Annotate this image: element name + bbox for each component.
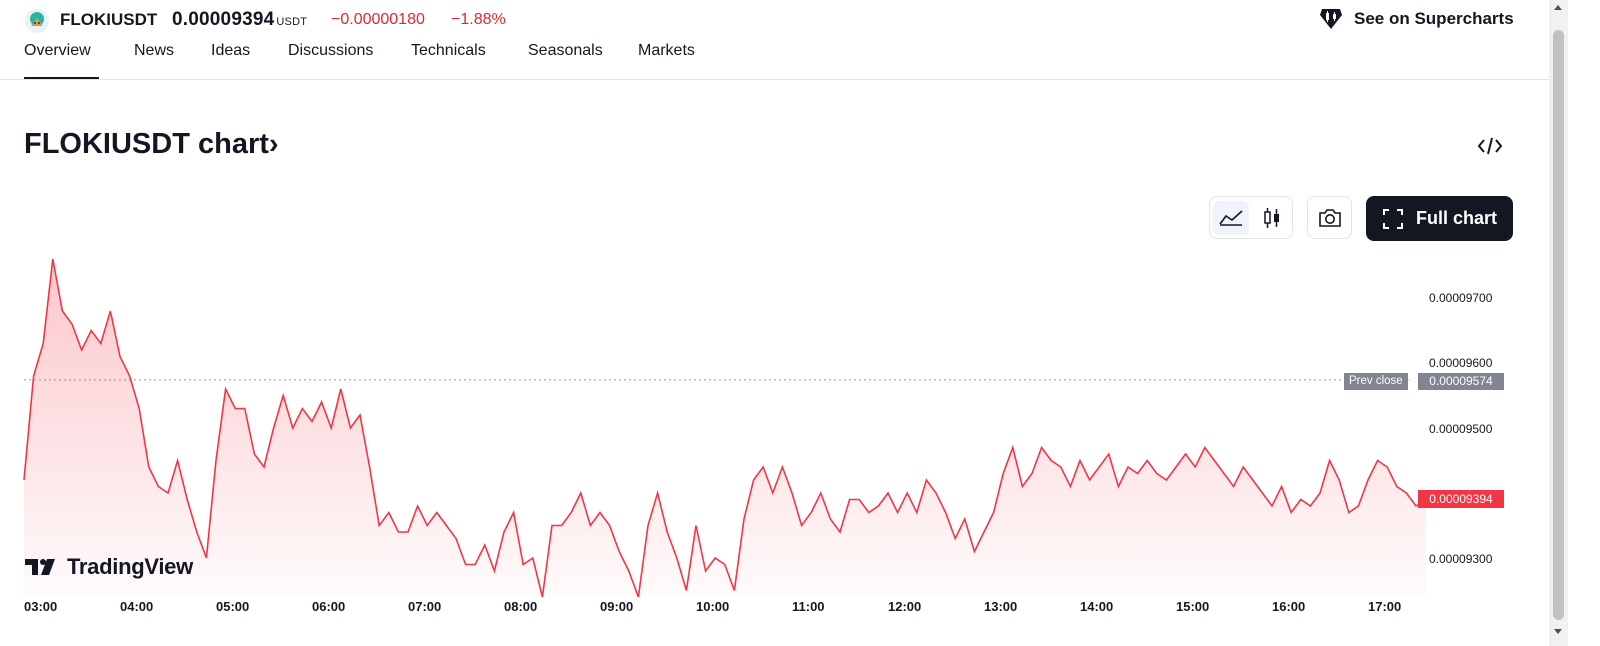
price-change-percent: −1.88%	[451, 11, 506, 28]
time-axis-label: 11:00	[792, 599, 825, 614]
price-line	[23, 258, 1427, 598]
area-chart-icon	[1219, 210, 1243, 226]
price-axis-label: 0.00009300	[1429, 552, 1493, 566]
tab-technicals[interactable]: Technicals	[411, 42, 486, 59]
floki-logo-icon	[24, 8, 50, 34]
time-axis-label: 13:00	[984, 599, 1018, 614]
chart-style-toggle	[1209, 196, 1293, 239]
symbol-name: FLOKIUSDT	[60, 10, 158, 29]
time-axis-label: 03:00	[24, 599, 58, 614]
current-price: 0.00009394 USDT	[172, 9, 308, 30]
tab-discussions[interactable]: Discussions	[288, 42, 374, 59]
scroll-down-arrow-icon[interactable]	[1554, 629, 1562, 634]
camera-icon	[1318, 208, 1341, 227]
tab-overview[interactable]: Overview	[24, 42, 91, 59]
time-axis-label: 17:00	[1368, 599, 1402, 614]
price-change: −0.00000180	[331, 11, 425, 28]
chevron-right-icon: ›	[268, 128, 279, 160]
active-tab-indicator	[24, 77, 99, 79]
supercharts-icon	[1320, 9, 1342, 29]
time-axis-label: 06:00	[312, 599, 346, 614]
price-axis-label: 0.00009500	[1429, 422, 1493, 436]
tradingview-wordmark: TradingView	[67, 554, 193, 579]
candle-style-button[interactable]	[1254, 201, 1290, 235]
tab-markets[interactable]: Markets	[638, 42, 695, 59]
snapshot-button[interactable]	[1307, 196, 1352, 239]
time-axis-label: 14:00	[1080, 599, 1114, 614]
price-area-fill	[24, 259, 1426, 597]
time-axis-label: 12:00	[888, 599, 922, 614]
full-chart-label: Full chart	[1415, 208, 1497, 228]
scroll-up-arrow-icon[interactable]	[1554, 5, 1562, 10]
tab-seasonals[interactable]: Seasonals	[528, 42, 603, 59]
last-price-tag: 0.00009394	[1418, 490, 1504, 508]
price-axis-label: 0.00009600	[1429, 356, 1493, 370]
symbol-header: FLOKIUSDT 0.00009394 USDT −0.00000180 −1.…	[0, 0, 1549, 40]
time-axis-label: 09:00	[600, 599, 634, 614]
tab-bar: Overview News Ideas Discussions Technica…	[0, 40, 1549, 80]
tradingview-logo: TradingView	[25, 554, 193, 580]
area-style-button[interactable]	[1213, 201, 1249, 235]
candlestick-icon	[1264, 208, 1279, 228]
code-icon	[1477, 137, 1503, 155]
tab-news[interactable]: News	[134, 42, 175, 59]
time-axis-label: 08:00	[504, 599, 538, 614]
price-chart[interactable]	[0, 250, 1549, 600]
prev-close-tag: Prev close	[1344, 373, 1408, 390]
time-axis-label: 04:00	[120, 599, 154, 614]
time-axis-label: 07:00	[408, 599, 442, 614]
prev-close-value: 0.00009574	[1418, 373, 1504, 390]
time-axis-label: 15:00	[1176, 599, 1210, 614]
supercharts-label: See on Supercharts	[1354, 9, 1514, 28]
fullscreen-icon	[1382, 208, 1403, 229]
tab-ideas[interactable]: Ideas	[211, 42, 251, 59]
tradingview-icon	[25, 559, 55, 575]
time-axis-label: 05:00	[216, 599, 250, 614]
chart-section-title[interactable]: FLOKIUSDT chart›	[24, 128, 279, 160]
full-chart-button[interactable]: Full chart	[1366, 196, 1513, 241]
price-unit: USDT	[276, 16, 308, 28]
time-axis-label: 16:00	[1272, 599, 1306, 614]
see-on-supercharts-link[interactable]: See on Supercharts	[1318, 7, 1514, 31]
price-axis-label: 0.00009700	[1429, 291, 1493, 305]
scroll-thumb[interactable]	[1553, 30, 1564, 620]
time-axis-label: 10:00	[696, 599, 730, 614]
embed-code-button[interactable]	[1474, 131, 1506, 161]
page-scrollbar[interactable]	[1549, 0, 1568, 646]
